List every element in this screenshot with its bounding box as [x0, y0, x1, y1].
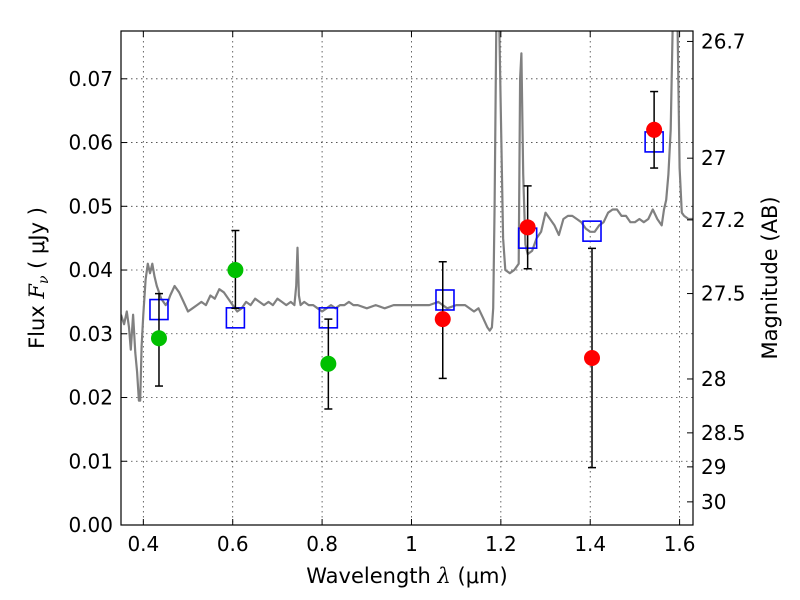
y-tick-label: 0.02 — [68, 386, 113, 410]
x-axis-title-symbol: λ — [437, 564, 451, 588]
x-tick-label: 1.2 — [485, 532, 517, 556]
observed-green-point — [227, 262, 244, 279]
observed-red-point — [646, 121, 663, 138]
model-flux-square — [582, 220, 602, 242]
right-axis-title: Magnitude (AB) — [758, 196, 782, 359]
x-tick-label: 1.4 — [574, 532, 606, 556]
grid-layer — [121, 31, 693, 525]
y-tick-label: 0.01 — [68, 449, 113, 473]
x-axis-title-prefix: Wavelength — [306, 564, 437, 588]
y-axis-title-unit: ( μJy ) — [25, 207, 49, 275]
template-spectrum-line — [121, 31, 693, 402]
y-tick-label: 0.07 — [68, 67, 113, 91]
model-flux-square — [435, 289, 455, 311]
mag-tick-label: 28 — [701, 367, 726, 391]
y-axis-title-prefix: Flux — [25, 299, 49, 349]
x-tick-label: 0.6 — [217, 532, 249, 556]
mag-tick-label: 30 — [701, 490, 726, 514]
y-axis-title-subscript: ν — [36, 275, 52, 284]
x-axis-title-unit: (μm) — [451, 564, 508, 588]
y-tick-label: 0.03 — [68, 322, 113, 346]
y-tick-label: 0.06 — [68, 131, 113, 155]
y-tick-label: 0.04 — [68, 258, 113, 282]
observed-red-point — [584, 349, 601, 366]
y-tick-label: 0.00 — [68, 513, 113, 537]
y-axis-title: Flux Fν ( μJy ) — [25, 207, 52, 349]
x-tick-label: 0.4 — [127, 532, 159, 556]
y-axis-title-symbol: F — [25, 283, 49, 300]
observed-red-point — [519, 219, 536, 236]
x-axis-title: Wavelength λ (μm) — [306, 564, 507, 588]
x-tick-label: 1 — [405, 532, 418, 556]
axis-ticks: 0.4 0.6 0.8 1 1.2 1.4 1.6 0.00 0.01 0.02 0.03 0.04 0… — [68, 29, 745, 556]
observed-red-point — [434, 311, 451, 328]
x-tick-label: 1.6 — [664, 532, 696, 556]
observed-green-point — [320, 355, 337, 372]
plot-area — [121, 31, 693, 402]
plot-frame — [120, 30, 694, 526]
mag-tick-label: 26.7 — [701, 29, 746, 53]
observed-green-point — [150, 330, 167, 347]
mag-tick-label: 28.5 — [701, 421, 746, 445]
y-tick-label: 0.05 — [68, 194, 113, 218]
mag-tick-label: 27.5 — [701, 282, 746, 306]
mag-tick-label: 27.2 — [701, 208, 746, 232]
x-tick-label: 0.8 — [306, 532, 338, 556]
mag-tick-label: 29 — [701, 455, 726, 479]
mag-tick-label: 27 — [701, 146, 726, 170]
data-marks — [149, 90, 664, 469]
